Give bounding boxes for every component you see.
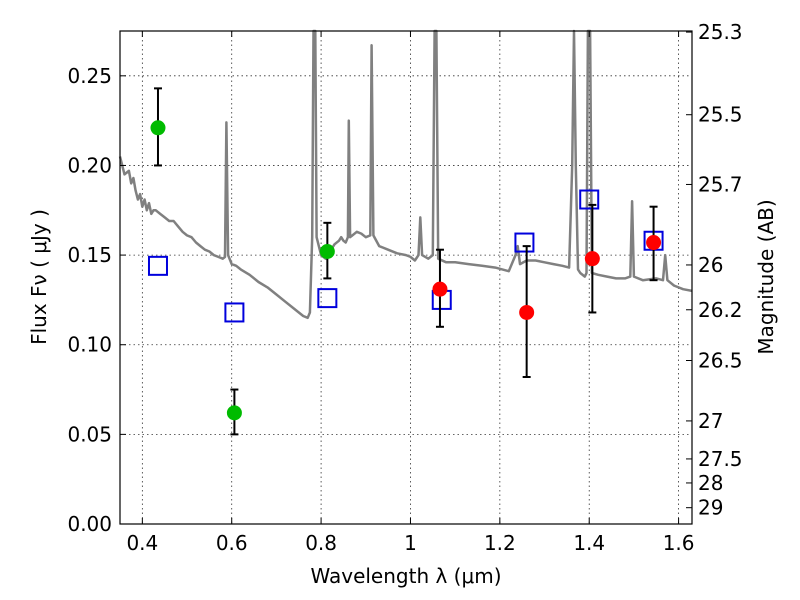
- x-tick-label: 0.6: [216, 531, 248, 555]
- flux-point: [432, 281, 448, 297]
- model-band-square: [317, 288, 338, 309]
- right-tick-label: 25.3: [698, 20, 743, 44]
- y-tick-label: 0.00: [67, 512, 112, 536]
- right-tick-label: 28: [698, 471, 723, 495]
- y-axis-label: Flux Fν ( μJy ): [27, 209, 51, 345]
- flux-point: [226, 405, 242, 421]
- plot-frame: [119, 30, 693, 525]
- y-tick-label: 0.20: [67, 153, 112, 177]
- right-tick-label: 25.7: [698, 172, 743, 196]
- y-tick-label: 0.25: [67, 64, 112, 88]
- y-tick-label: 0.10: [67, 333, 112, 357]
- spectrum-layer: [118, 29, 693, 320]
- x-tick-label: 1.6: [663, 531, 695, 555]
- right-tick-label: 26.5: [698, 349, 743, 373]
- right-tick-label: 26: [698, 253, 723, 277]
- x-tick-label: 0.4: [126, 531, 158, 555]
- data-points-layer: [147, 87, 664, 436]
- model-band-square: [579, 189, 600, 210]
- x-tick-label: 1.4: [573, 531, 605, 555]
- right-tick-label: 29: [698, 496, 723, 520]
- model-band-square: [514, 232, 535, 253]
- flux-point: [319, 244, 335, 260]
- flux-point: [519, 304, 535, 320]
- right-tick-label: 27.5: [698, 447, 743, 471]
- flux-point: [150, 120, 166, 136]
- flux-point: [584, 251, 600, 267]
- flux-point: [646, 235, 662, 251]
- x-tick-label: 0.8: [305, 531, 337, 555]
- right-tick-label: 27: [698, 409, 723, 433]
- model-band-square: [224, 302, 245, 323]
- x-tick-label: 1: [404, 531, 417, 555]
- tick-labels: 0.4 0.6 0.8 1 1.2 1.4 1.6 0.00 0.05 0.10 0.15 0.20 0…: [67, 20, 742, 555]
- model-band-square: [147, 255, 168, 276]
- model-spectrum-line: [118, 29, 693, 320]
- tick-marks: [120, 31, 692, 525]
- right-tick-label: 26.2: [698, 298, 743, 322]
- y-tick-label: 0.05: [67, 422, 112, 446]
- right-tick-label: 25.5: [698, 103, 743, 127]
- x-tick-label: 1.2: [484, 531, 516, 555]
- x-axis-label: Wavelength λ (μm): [310, 564, 501, 588]
- y-axis-right-label: Magnitude (AB): [754, 199, 778, 354]
- y-tick-label: 0.15: [67, 243, 112, 267]
